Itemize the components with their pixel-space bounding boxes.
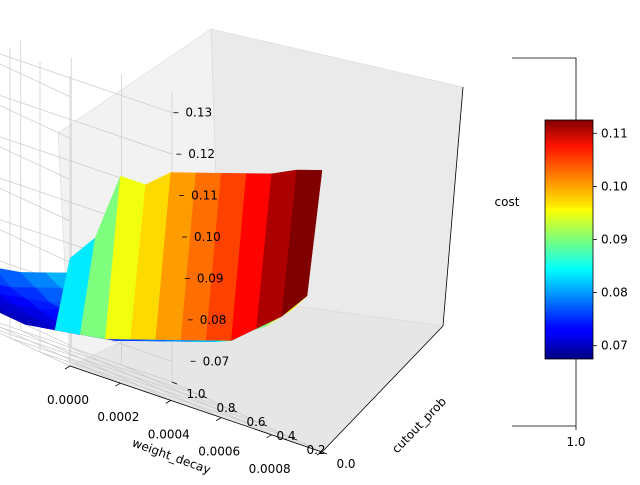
colorbar-gradient xyxy=(545,120,593,359)
x-tick-label: 0.0004 xyxy=(148,427,190,441)
y-tick-label: 0.2 xyxy=(306,443,325,457)
x-tick-label: 0.0002 xyxy=(97,410,139,424)
colorbar-tick-label: 0.09 xyxy=(601,233,628,247)
y-tick-label: 0.4 xyxy=(276,429,295,443)
z-tick-label: 0.13 xyxy=(185,106,212,120)
x-tick-label: 0.0008 xyxy=(249,462,291,476)
colorbar-aspect-tick-label: 1.0 xyxy=(566,435,585,449)
x-tick xyxy=(267,435,272,438)
x-tick xyxy=(216,418,221,421)
y-tick-label: 0.8 xyxy=(216,401,235,415)
z-axis-label: cost xyxy=(495,195,520,209)
surface-plot xyxy=(0,170,322,342)
colorbar-tick-label: 0.07 xyxy=(601,339,628,353)
z-tick-label: 0.12 xyxy=(188,147,215,161)
x-tick xyxy=(115,383,120,386)
y-tick-label: 1.0 xyxy=(186,387,205,401)
colorbar-tick-label: 0.11 xyxy=(601,126,628,140)
colorbar-tick-label: 0.10 xyxy=(601,179,628,193)
y-tick-label: 0.0 xyxy=(336,457,355,471)
z-tick-label: 0.11 xyxy=(191,189,218,203)
colorbar: 1.0 0.07 0.08 0.09 0.10 0.11 xyxy=(512,58,628,449)
z-tick-label: 0.10 xyxy=(194,230,221,244)
colorbar-tick-label: 0.08 xyxy=(601,286,628,300)
x-tick-label: 0.0000 xyxy=(47,393,89,407)
x-tick-label: 0.0006 xyxy=(198,445,240,459)
y-tick-label: 0.6 xyxy=(246,415,265,429)
y-axis-label: cutout_prob xyxy=(389,395,449,456)
colorbar-ticks: 0.07 0.08 0.09 0.10 0.11 xyxy=(593,126,628,352)
x-tick xyxy=(65,366,70,369)
x-tick xyxy=(166,400,171,403)
z-tick-label: 0.07 xyxy=(203,354,230,368)
z-tick-label: 0.09 xyxy=(197,271,224,285)
z-tick-label: 0.08 xyxy=(200,313,227,327)
